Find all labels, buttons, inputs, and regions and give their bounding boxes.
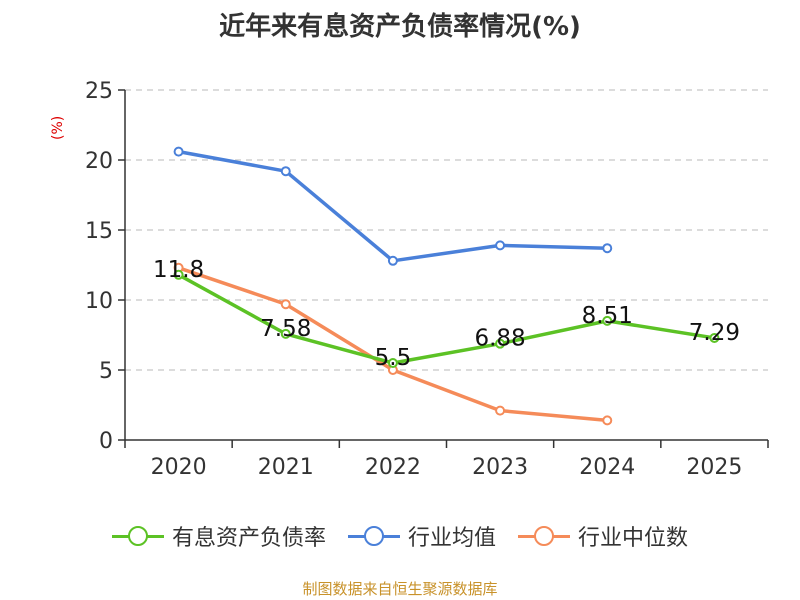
- legend-item-industry-mean[interactable]: 行业均值: [347, 520, 496, 552]
- data-point: [602, 415, 613, 426]
- legend-label: 行业中位数: [578, 526, 689, 551]
- legend-marker-industry-median: [518, 526, 570, 546]
- y-tick-label: 20: [85, 149, 113, 174]
- x-tick-label: 2024: [579, 455, 635, 480]
- legend: 有息资产负债率 行业均值 行业中位数: [0, 520, 800, 552]
- legend-label: 有息资产负债率: [171, 526, 326, 551]
- data-point: [280, 328, 291, 339]
- y-tick-label: 5: [99, 359, 113, 384]
- chart-title: 近年来有息资产负债率情况(%): [219, 12, 581, 42]
- x-tick-label: 2021: [258, 455, 314, 480]
- data-point: [387, 255, 398, 266]
- data-label: 11.8: [153, 257, 204, 283]
- data-point: [495, 240, 506, 251]
- data-label: 8.51: [582, 303, 633, 329]
- data-point: [173, 269, 184, 280]
- x-tick-label: 2020: [151, 455, 207, 480]
- data-point: [387, 358, 398, 368]
- grid-lines: [125, 89, 768, 371]
- data-point: [173, 146, 184, 157]
- data-point: [495, 405, 506, 416]
- series-line-1: [178, 149, 608, 263]
- legend-marker-industry-mean: [347, 526, 400, 546]
- legend-item-debt-ratio[interactable]: 有息资产负债率: [111, 520, 326, 552]
- series-lines: [173, 146, 720, 426]
- data-labels: 11.8 7.58 5.5 6.88 8.51 7.29: [153, 257, 740, 371]
- legend-marker-debt-ratio: [111, 526, 164, 546]
- legend-item-industry-median[interactable]: 行业中位数: [518, 520, 688, 552]
- data-label: 5.5: [375, 345, 412, 371]
- data-point: [280, 299, 291, 310]
- data-point: [495, 338, 506, 349]
- data-label: 6.88: [474, 326, 525, 352]
- y-tick-label: 25: [85, 79, 113, 104]
- x-tick-label: 2023: [472, 455, 528, 480]
- data-label: 7.58: [260, 316, 311, 342]
- y-tick-label: 15: [85, 219, 113, 244]
- legend-label: 行业均值: [407, 526, 496, 551]
- x-tick-label: 2025: [686, 455, 742, 480]
- source-note: 制图数据来自恒生聚源数据库: [302, 580, 498, 598]
- data-point: [602, 315, 613, 326]
- data-label: 7.29: [689, 320, 740, 346]
- data-point: [709, 332, 720, 343]
- data-point: [602, 243, 613, 254]
- series-line-0: [177, 273, 715, 365]
- y-tick-label: 10: [85, 289, 113, 314]
- y-tick-label: 0: [99, 429, 113, 454]
- x-tick-label: 2022: [365, 455, 421, 480]
- data-point: [280, 166, 291, 177]
